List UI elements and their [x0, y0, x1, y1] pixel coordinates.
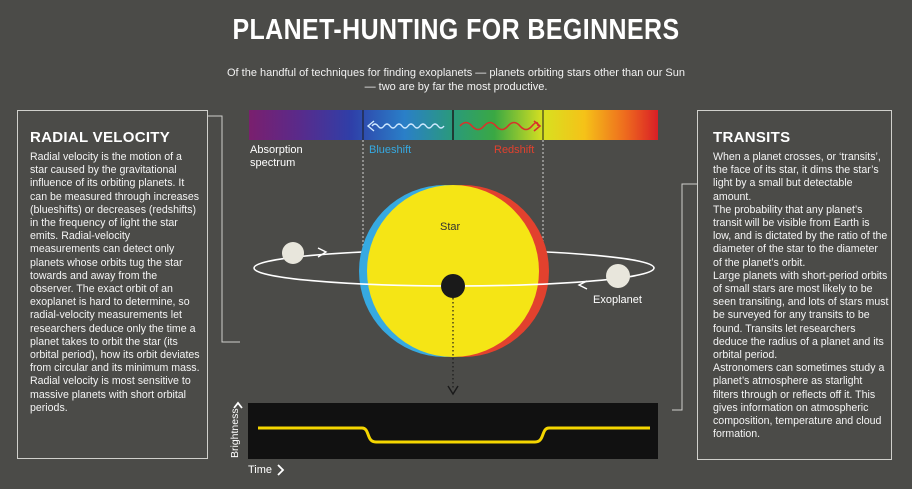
radial-velocity-text: Radial velocity is the motion of a star … [30, 151, 200, 414]
transits-text: When a planet crosses, or ‘transits’, th… [713, 151, 889, 441]
light-curve-panel [248, 403, 658, 459]
right-bracket [672, 183, 697, 411]
left-bracket [208, 115, 240, 343]
brightness-axis-arrow [233, 401, 243, 409]
blueshift-arrow [366, 120, 445, 132]
time-axis-arrow [277, 464, 285, 476]
radial-velocity-panel: RADIAL VELOCITY Radial velocity is the m… [17, 110, 208, 459]
exoplanet [606, 264, 630, 288]
blueshift-label: Blueshift [369, 144, 412, 156]
page-subtitle: Of the handful of techniques for finding… [226, 67, 685, 93]
star-label: Star [440, 221, 461, 233]
brightness-axis-label: Brightness [229, 408, 241, 458]
time-axis-label: Time [248, 464, 273, 476]
absorption-spectrum-label: Absorption spectrum [250, 144, 303, 169]
planet-left [282, 242, 304, 264]
radial-velocity-heading: RADIAL VELOCITY [30, 129, 171, 146]
orbit-arrowheads [317, 247, 588, 290]
transits-heading: TRANSITS [713, 129, 791, 146]
transits-panel: TRANSITS When a planet crosses, or ‘tran… [697, 110, 892, 460]
shift-guide-lines [362, 140, 544, 255]
absorption-lines [362, 110, 544, 140]
light-curve [258, 426, 650, 444]
exoplanet-label: Exoplanet [593, 294, 642, 306]
transit-guide-arrow [447, 385, 459, 396]
page-title: PLANET-HUNTING FOR BEGINNERS [232, 14, 680, 46]
transiting-planet [441, 274, 465, 298]
redshift-label: Redshift [494, 144, 535, 156]
star [367, 185, 539, 357]
redshift-arrow [459, 120, 542, 132]
